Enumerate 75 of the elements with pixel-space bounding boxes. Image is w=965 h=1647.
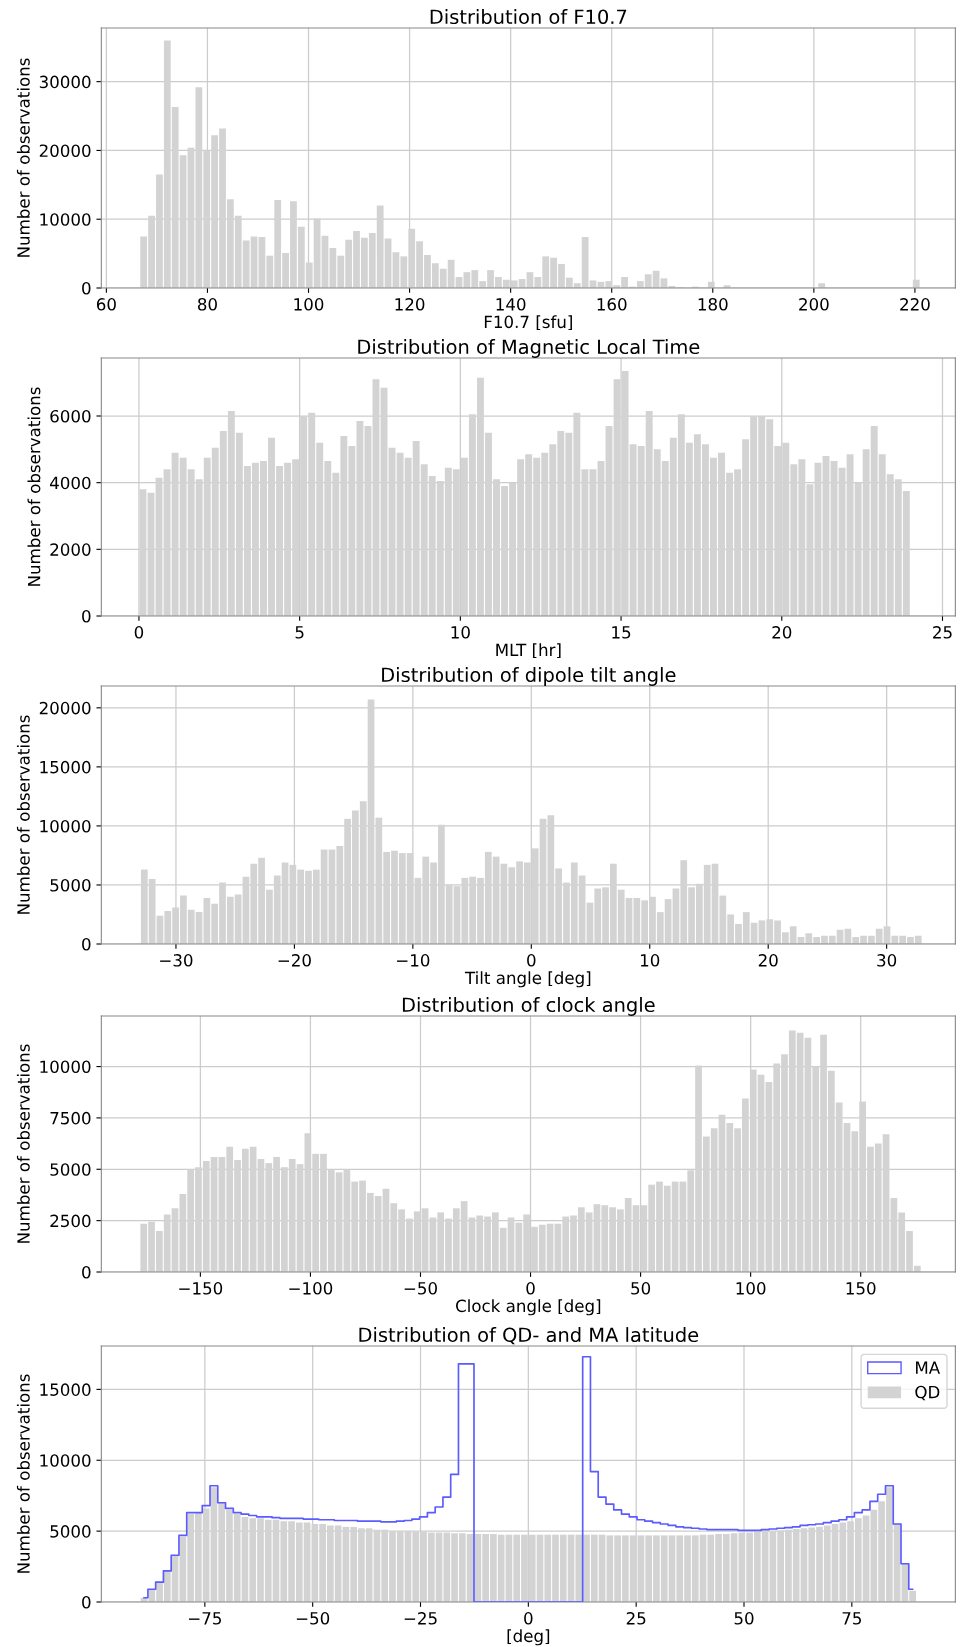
y-tick-label: 0 (82, 1265, 91, 1279)
x-tick-label: 20 (758, 954, 778, 967)
x-tick-label: 25 (933, 626, 952, 639)
chart-title: Distribution of clock angle (402, 997, 655, 1016)
y-tick-label: 20000 (39, 701, 91, 715)
x-tick-label: 50 (631, 1282, 651, 1295)
y-tick-label: 10000 (40, 1060, 91, 1074)
y-axis-title: Number of observations (27, 387, 41, 586)
chart-title: Distribution of Magnetic Local Time (358, 339, 700, 358)
y-tick-label: 10000 (40, 213, 91, 226)
y-tick-label: 5000 (50, 1163, 91, 1176)
x-tick-label: 60 (96, 298, 116, 311)
x-tick-label: 30 (877, 954, 897, 967)
x-tick-label: 0 (527, 954, 536, 967)
x-tick-label: 100 (736, 1282, 766, 1295)
x-tick-label: 0 (524, 1612, 533, 1625)
x-tick-label: −20 (278, 954, 311, 967)
x-tick-label: 200 (799, 298, 829, 311)
x-tick-label: 10 (640, 954, 660, 967)
y-tick-label: 2500 (50, 1214, 91, 1228)
y-axis-title: Number of observations (16, 1044, 30, 1243)
y-tick-label: 0 (82, 609, 91, 623)
y-tick-label: 30000 (39, 75, 91, 89)
y-tick-label: 0 (82, 281, 91, 295)
y-tick-label: 15000 (40, 1383, 91, 1396)
x-tick-label: −150 (179, 1282, 223, 1295)
y-axis-title: Number of observations (16, 1374, 30, 1573)
x-tick-label: 220 (900, 298, 930, 311)
x-axis-title: MLT [hr] (496, 643, 561, 659)
x-tick-label: 75 (842, 1612, 861, 1625)
x-tick-label: 0 (134, 626, 144, 639)
y-tick-label: 0 (82, 937, 91, 951)
y-axis-title: Number of observations (16, 715, 30, 914)
chart-title: Distribution of F10.7 (430, 9, 627, 25)
y-axis-title: Number of observations (16, 58, 30, 257)
x-tick-label: 25 (626, 1612, 646, 1625)
x-tick-label: 0 (526, 1282, 535, 1295)
x-axis-title: F10.7 [sfu] (484, 315, 572, 331)
x-tick-label: −30 (160, 954, 193, 967)
y-tick-label: 10000 (40, 1454, 91, 1467)
y-tick-label: 6000 (50, 409, 91, 423)
x-tick-label: −100 (289, 1282, 333, 1295)
chart-title: Distribution of dipole tilt angle (382, 667, 676, 686)
x-tick-label: 50 (734, 1612, 754, 1625)
x-tick-label: −10 (397, 954, 430, 967)
y-tick-label: 4000 (50, 476, 91, 490)
x-tick-label: −50 (404, 1282, 437, 1295)
x-axis-title: Clock angle [deg] (456, 1299, 601, 1316)
y-tick-label: 10000 (40, 819, 91, 833)
x-tick-label: 140 (496, 298, 526, 311)
x-axis-title: Tilt angle [deg] (464, 971, 591, 988)
x-tick-label: 20 (772, 626, 792, 639)
legend-label: MA (916, 1361, 941, 1374)
x-tick-label: 120 (395, 298, 425, 311)
x-tick-label: −50 (296, 1612, 330, 1625)
x-tick-label: 160 (597, 298, 627, 311)
x-axis-title: [deg] (507, 1629, 550, 1646)
x-tick-label: −75 (189, 1612, 221, 1625)
y-tick-label: 2000 (50, 543, 91, 556)
y-tick-label: 20000 (39, 144, 91, 157)
y-tick-label: 7500 (50, 1111, 91, 1125)
x-tick-label: 5 (295, 626, 304, 639)
y-tick-label: 15000 (40, 760, 91, 774)
x-tick-label: 80 (197, 298, 217, 311)
y-tick-label: 0 (82, 1595, 91, 1609)
legend-label: QD (915, 1385, 940, 1401)
x-tick-label: −25 (404, 1612, 437, 1625)
x-tick-label: 15 (612, 626, 631, 639)
x-tick-label: 100 (294, 298, 324, 311)
chart-title: Distribution of QD- and MA latitude (359, 1327, 699, 1345)
x-tick-label: 180 (698, 298, 728, 311)
x-tick-label: 150 (846, 1282, 876, 1295)
y-tick-label: 5000 (50, 878, 91, 892)
x-tick-label: 10 (451, 626, 470, 639)
y-tick-label: 5000 (50, 1525, 91, 1538)
